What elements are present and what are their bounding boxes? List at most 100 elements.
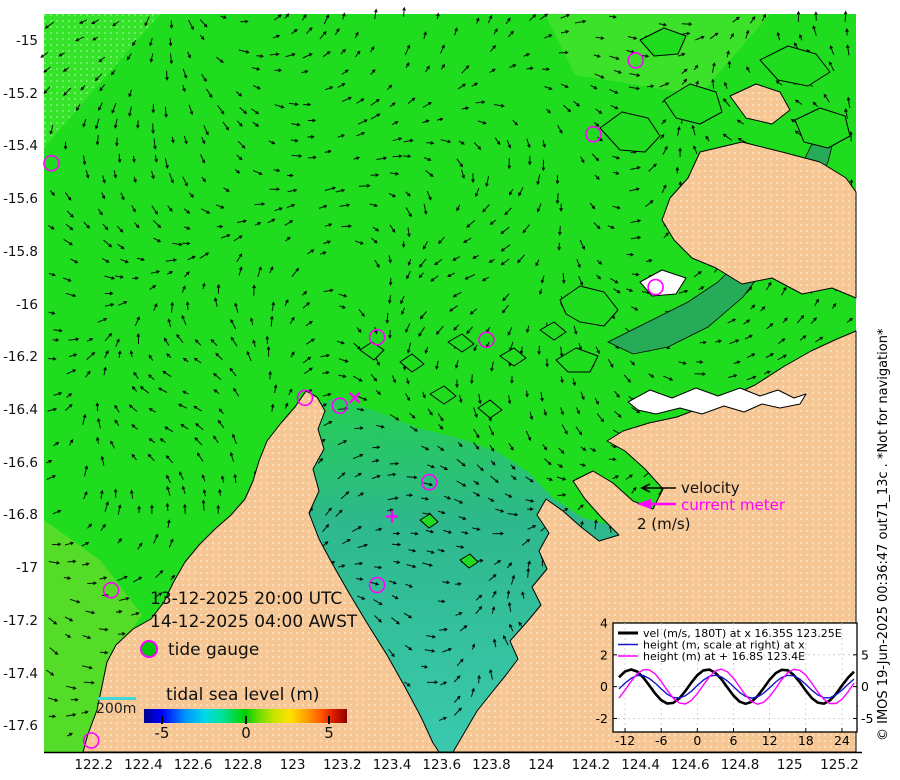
tide-gauge-marker — [296, 389, 314, 407]
inset-x-tick-label: 18 — [798, 733, 814, 748]
inset-x-tick-label: -12 — [615, 733, 635, 748]
lat-tick-label: -15.6 — [3, 191, 38, 208]
island — [555, 347, 599, 373]
estuary-white-water — [639, 269, 687, 297]
marker-layer — [43, 52, 664, 749]
lon-tick-label: 125 — [776, 757, 803, 773]
island — [429, 385, 457, 405]
tide-gauge-marker — [102, 581, 120, 599]
inset-yleft-tick-label: -2 — [596, 711, 608, 726]
station-marker-plus — [386, 510, 399, 523]
inset-series-line — [618, 668, 855, 705]
inset-x-tick-label: 0 — [693, 733, 701, 748]
inset-series-line — [618, 668, 855, 706]
lon-tick-label: 124 — [528, 757, 555, 773]
lon-tick-label: 122.6 — [173, 757, 213, 773]
velocity-legend-label: velocity — [681, 479, 740, 497]
inset-yleft-tick-label: 2 — [600, 647, 608, 662]
lon-tick-label: 123.8 — [472, 757, 511, 773]
island — [539, 321, 567, 341]
island — [729, 83, 791, 125]
lon-tick-label: 122.8 — [223, 757, 263, 773]
tide-gauge-marker — [368, 328, 386, 346]
lon-tick-label: 125.2 — [820, 757, 859, 773]
inset-x-tick-label: -6 — [655, 733, 668, 748]
island — [663, 83, 723, 125]
lon-tick-label: 124.6 — [671, 757, 710, 773]
colorbar-tick-label: -5 — [154, 724, 170, 742]
colorbar-tick-label: 5 — [324, 724, 334, 742]
tide-gauge-marker — [82, 732, 100, 749]
island — [759, 45, 831, 87]
colorbar-tick — [328, 716, 330, 724]
colorbar-title: tidal sea level (m) — [166, 685, 320, 705]
lat-tick-label: -15.8 — [3, 243, 38, 260]
timestamp-utc: 13-12-2025 20:00 UTC — [150, 589, 343, 609]
island — [639, 27, 687, 57]
current-meter-legend-label: current meter — [681, 496, 785, 514]
island — [499, 347, 527, 367]
island — [447, 333, 475, 353]
island — [399, 353, 425, 373]
lat-tick-label: -17.2 — [3, 612, 38, 629]
lat-tick-label: -17 — [15, 560, 38, 577]
inset-chart: -12 -6 0 6 12 18 24 4 2 0 -2 5 0 -5 vel (m/s, 180T) at… — [596, 616, 874, 749]
island — [559, 285, 619, 327]
inset-legend-label: height (m) at + 16.8S 123.4E — [643, 650, 805, 663]
tide-gauge-marker — [627, 52, 645, 69]
tide-gauge-marker — [420, 473, 438, 491]
lon-tick-label: 123 — [279, 757, 306, 773]
vector-legend-arrows — [637, 483, 676, 509]
island — [661, 141, 857, 299]
lon-tick-label: 122.2 — [74, 757, 114, 773]
tide-gauge-marker — [647, 278, 664, 296]
tide-gauge-marker — [478, 331, 495, 349]
colorbar-tick — [161, 716, 163, 724]
island — [359, 341, 385, 361]
lon-tick-label: 124.2 — [571, 757, 611, 773]
inset-x-tick-label: 24 — [834, 733, 850, 748]
inset-series-line — [618, 674, 855, 699]
island — [794, 107, 851, 149]
tide-gauge-marker — [368, 576, 386, 594]
lon-tick-label: 124.4 — [621, 757, 660, 773]
inset-yright-tick-label: 5 — [861, 647, 869, 662]
inset-yleft-tick-label: 4 — [600, 616, 608, 631]
inset-yleft-tick-label: 0 — [600, 679, 608, 694]
tide-gauge-legend-label: tide gauge — [168, 640, 260, 660]
timestamp-awst: 14-12-2025 04:00 AWST — [150, 612, 358, 632]
inset-x-tick-label: 6 — [730, 733, 738, 748]
lat-tick-label: -16.8 — [3, 507, 38, 524]
tide-gauge-legend-icon — [140, 640, 158, 658]
tide-gauge-marker — [331, 397, 349, 415]
isobath-200m-line — [98, 697, 136, 700]
lat-tick-label: -16.2 — [3, 349, 38, 366]
inset-legend-label: vel (m/s, 180T) at x 16.35S 123.25E — [643, 627, 842, 640]
colorbar-tick-label: 0 — [241, 724, 251, 742]
lon-tick-label: 122.4 — [124, 757, 163, 773]
lon-tick-label: 123.2 — [322, 757, 362, 773]
lat-tick-label: -17.4 — [3, 665, 38, 682]
colorbar-tick — [245, 716, 247, 724]
inset-yright-tick-label: -5 — [861, 711, 873, 726]
lat-tick-label: -16.6 — [3, 454, 38, 471]
inset-legend-label: height (m, scale at right) at x — [643, 638, 805, 651]
lon-tick-label: 124.8 — [720, 757, 760, 773]
tide-gauge-marker — [43, 154, 60, 172]
vector-scale-label: 2 (m/s) — [637, 515, 691, 533]
lat-tick-label: -16.4 — [3, 401, 38, 418]
credit-text: © IMOS 19-Jun-2025 00:36:47 out71_13c . … — [876, 328, 891, 741]
island — [459, 553, 479, 569]
tide-gauge-marker — [585, 125, 602, 143]
lon-tick-label: 123.4 — [372, 757, 412, 773]
inset-yright-tick-label: 0 — [861, 679, 869, 694]
isobath-200m-label: 200m — [96, 701, 137, 717]
lat-tick-label: -15 — [15, 33, 38, 49]
lat-tick-label: -16 — [15, 296, 38, 313]
lon-tick-label: 123.6 — [422, 757, 462, 773]
lat-tick-label: -17.6 — [3, 718, 38, 735]
station-marker-x — [348, 391, 361, 404]
lat-tick-label: -15.2 — [3, 85, 38, 102]
